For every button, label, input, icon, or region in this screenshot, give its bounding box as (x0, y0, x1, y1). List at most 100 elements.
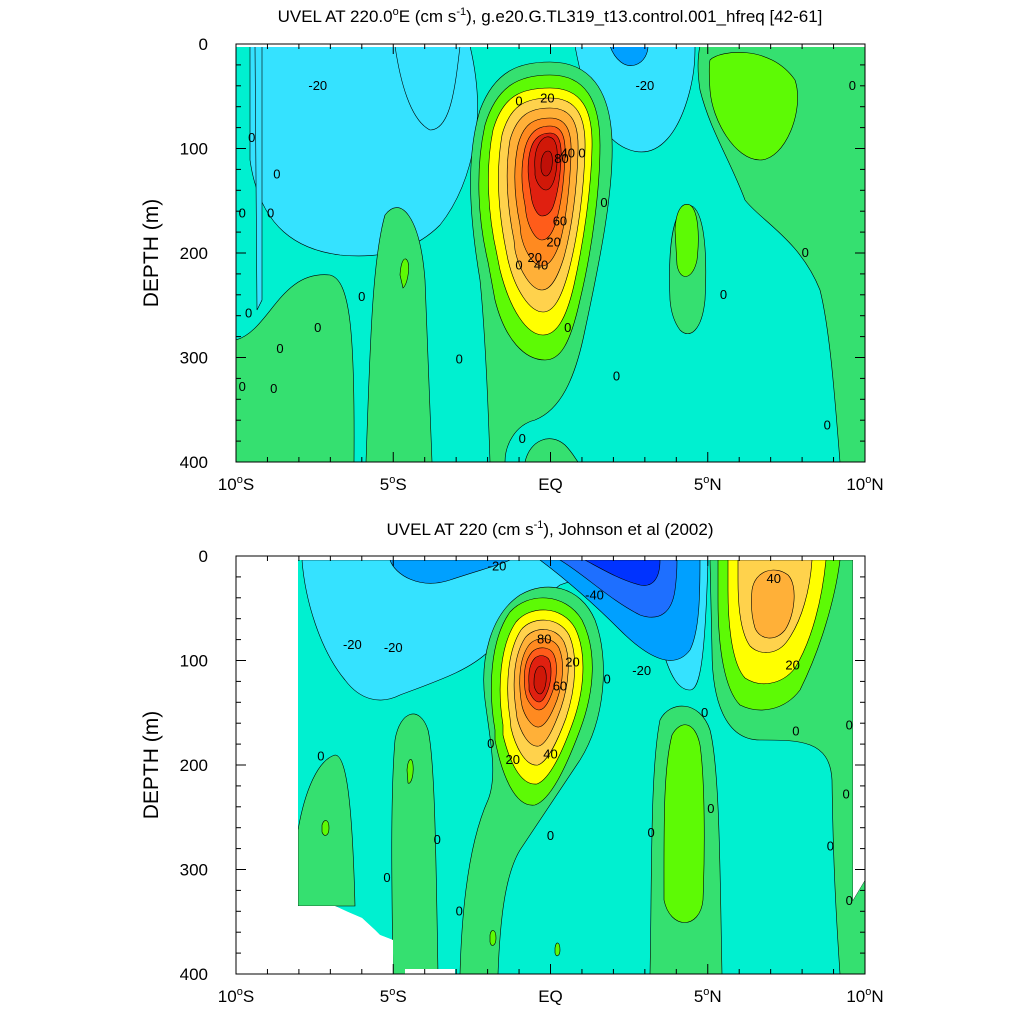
y-tick-label: 300 (180, 349, 208, 368)
y-tick-label: 400 (180, 965, 208, 984)
contour-label: 0 (701, 705, 708, 720)
y-tick-label: 400 (180, 453, 208, 472)
contour-label: 0 (846, 717, 853, 732)
panel-model: UVEL AT 220.0oE (cm s-1), g.e20.G.TL319_… (140, 6, 884, 494)
contour-label: 0 (267, 205, 274, 220)
contour-label: 60 (553, 214, 567, 229)
contour-label: 0 (707, 801, 714, 816)
contour-label: 0 (849, 78, 856, 93)
contour-label: 0 (245, 306, 252, 321)
x-tick-label: 10oS (218, 986, 254, 1006)
panel2-contour-labels: -20 -40 40 -20 -20 80 20 -20 20 0 60 0 0 0 0 40 0 20 0 0 0 0 0… (317, 558, 853, 918)
contour-label: 0 (317, 749, 324, 764)
panel2-title: UVEL AT 220 (cm s-1), Johnson et al (200… (387, 519, 714, 539)
panel2-minor-ticks (236, 556, 865, 974)
y-tick-label: 0 (199, 547, 208, 566)
panel1-region-pos-eq-deep (524, 438, 579, 462)
contour-label: -20 (384, 640, 403, 655)
panel2-major-ticks (235, 555, 866, 975)
contour-label: 0 (600, 195, 607, 210)
contour-label: -20 (308, 78, 327, 93)
contour-label: 20 (540, 90, 554, 105)
panel2-field (236, 556, 865, 974)
contour-label: 20 (506, 752, 520, 767)
panel2-mask-west (236, 556, 298, 974)
panel2-euc-80 (533, 665, 547, 695)
panel1-region-pos-north-core (708, 52, 798, 161)
contour-label: -20 (343, 637, 362, 652)
x-tick-label: EQ (538, 475, 563, 494)
x-tick-label: 5oS (380, 474, 407, 494)
contour-label: 0 (846, 893, 853, 908)
contour-label: 0 (824, 417, 831, 432)
panel1-region-westward-north-core (609, 45, 649, 66)
contour-label: 0 (515, 258, 522, 273)
panel1-region-pos-south-core (399, 258, 409, 289)
contour-label: 0 (248, 130, 255, 145)
contour-label: 0 (273, 167, 280, 182)
contour-label: 0 (239, 205, 246, 220)
panel2-region-pocket-a (406, 759, 414, 784)
panel1-minor-ticks (236, 44, 865, 462)
panel1-euc-90 (540, 150, 553, 177)
x-tick-label: 10oN (846, 986, 883, 1006)
x-tick-label: 10oN (846, 474, 883, 494)
panel2-region-pos-mid-core (663, 724, 705, 923)
panel2-undercurrent (491, 597, 593, 806)
x-tick-label: 5oN (694, 986, 722, 1006)
x-tick-label: 5oS (380, 986, 407, 1006)
contour-label: 20 (785, 658, 799, 673)
contour-label: 0 (519, 431, 526, 446)
x-tick-label: 5oN (694, 474, 722, 494)
y-tick-label: 100 (180, 652, 208, 671)
contour-label: 0 (456, 903, 463, 918)
y-tick-label: 200 (180, 244, 208, 263)
panel1-title: UVEL AT 220.0oE (cm s-1), g.e20.G.TL319_… (278, 6, 823, 26)
contour-label: 0 (720, 287, 727, 302)
contour-label: 0 (792, 724, 799, 739)
contour-label: 0 (547, 828, 554, 843)
x-tick-label: EQ (538, 987, 563, 1006)
contour-label: 80 (537, 632, 551, 647)
panel1-field (236, 44, 865, 462)
panel2-region-westward-sec-20 (389, 559, 511, 584)
y-tick-label: 100 (180, 140, 208, 159)
panel2-region-sec-50 (584, 559, 661, 586)
contour-label: 0 (239, 379, 246, 394)
panel1-region-pos-column-south (365, 207, 433, 462)
panel2-mask-east (853, 560, 865, 900)
contour-label: 0 (276, 341, 283, 356)
panel1-undercurrent (478, 74, 601, 361)
contour-label: 60 (553, 679, 567, 694)
contour-label: 0 (383, 870, 390, 885)
contour-label: 40 (561, 146, 575, 161)
contour-label: 0 (487, 736, 494, 751)
contour-label: 40 (543, 747, 557, 762)
contour-label: 0 (802, 245, 809, 260)
panel2-region-pocket-d (554, 942, 561, 957)
panel2-y-axis-title: DEPTH (m) (140, 711, 163, 820)
contour-label: 0 (358, 289, 365, 304)
contour-label: 0 (648, 825, 655, 840)
contour-label: 0 (270, 381, 277, 396)
contour-label: 20 (528, 250, 542, 265)
contour-label: 20 (546, 235, 560, 250)
contour-label: 0 (843, 786, 850, 801)
contour-label: 80 (554, 151, 568, 166)
panel2-mask-southwest (298, 906, 393, 974)
panel2-region-pocket-c (489, 930, 497, 946)
contour-label: 20 (565, 655, 579, 670)
panel1-region-pos-mid-core (674, 204, 699, 277)
panel2-region-nec-40 (751, 569, 795, 639)
y-tick-label: 300 (180, 861, 208, 880)
contour-label: -20 (488, 558, 507, 573)
contour-label: 40 (534, 258, 548, 273)
y-tick-label: 0 (199, 35, 208, 54)
contour-label: -40 (585, 588, 604, 603)
contour-label: 0 (603, 671, 610, 686)
contour-label: -20 (632, 663, 651, 678)
